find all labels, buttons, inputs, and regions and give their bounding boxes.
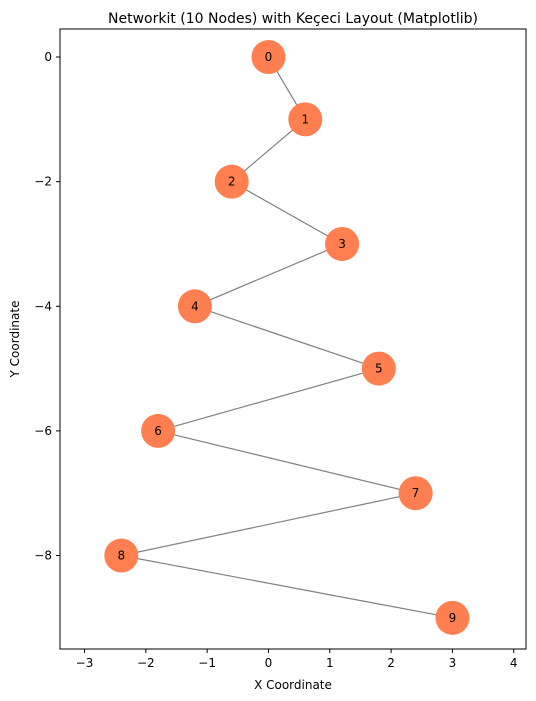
edge-5-6 — [157, 368, 380, 432]
x-tick-label: 4 — [510, 656, 518, 670]
edge-7-8 — [121, 492, 416, 557]
node-label-3: 3 — [338, 237, 346, 251]
y-tick-label: −8 — [34, 549, 52, 563]
x-tick-label: −3 — [76, 656, 94, 670]
x-axis-ticks: −3 −2 −1 0 1 2 3 4 — [76, 649, 518, 670]
node-label-9: 9 — [449, 611, 457, 625]
x-tick-label: 3 — [449, 656, 457, 670]
x-tick-label: −1 — [198, 656, 216, 670]
node-label-4: 4 — [191, 299, 199, 313]
node-4 — [177, 289, 212, 324]
x-tick-label: 0 — [265, 656, 273, 670]
node-2 — [214, 164, 249, 199]
edge-3-4 — [194, 243, 343, 307]
y-tick-label: 0 — [44, 50, 52, 64]
plot-area-frame — [59, 28, 527, 650]
x-tick-label: 1 — [326, 656, 334, 670]
y-axis-ticks: 0 −2 −4 −6 −8 — [34, 50, 60, 563]
x-axis-label: X Coordinate — [254, 678, 332, 692]
x-tick-label: −2 — [137, 656, 155, 670]
node-8 — [104, 538, 139, 573]
x-tick-label: 2 — [387, 656, 395, 670]
node-5 — [361, 351, 396, 386]
y-axis-label: Y Coordinate — [8, 301, 22, 379]
node-label-0: 0 — [265, 50, 273, 64]
node-label-5: 5 — [375, 362, 383, 376]
y-tick-label: −6 — [34, 424, 52, 438]
y-tick-label: −2 — [34, 175, 52, 189]
edge-6-7 — [157, 430, 416, 494]
edge-4-5 — [194, 305, 380, 370]
node-label-1: 1 — [301, 112, 309, 126]
node-label-6: 6 — [154, 424, 162, 438]
y-tick-label: −4 — [34, 299, 52, 313]
node-0 — [251, 40, 286, 75]
node-9 — [435, 600, 470, 635]
node-label-7: 7 — [412, 486, 420, 500]
node-label-2: 2 — [228, 175, 236, 189]
edge-8-9 — [121, 554, 453, 619]
chart-title: Networkit (10 Nodes) with Keçeci Layout … — [108, 11, 478, 27]
nodes-group: 0 1 2 3 4 5 6 7 8 9 — [104, 40, 470, 635]
node-6 — [141, 413, 176, 448]
edges-group — [121, 56, 453, 619]
edge-2-3 — [231, 181, 343, 245]
node-label-8: 8 — [117, 549, 125, 563]
node-7 — [398, 476, 433, 511]
node-3 — [325, 226, 360, 261]
node-1 — [288, 102, 323, 137]
